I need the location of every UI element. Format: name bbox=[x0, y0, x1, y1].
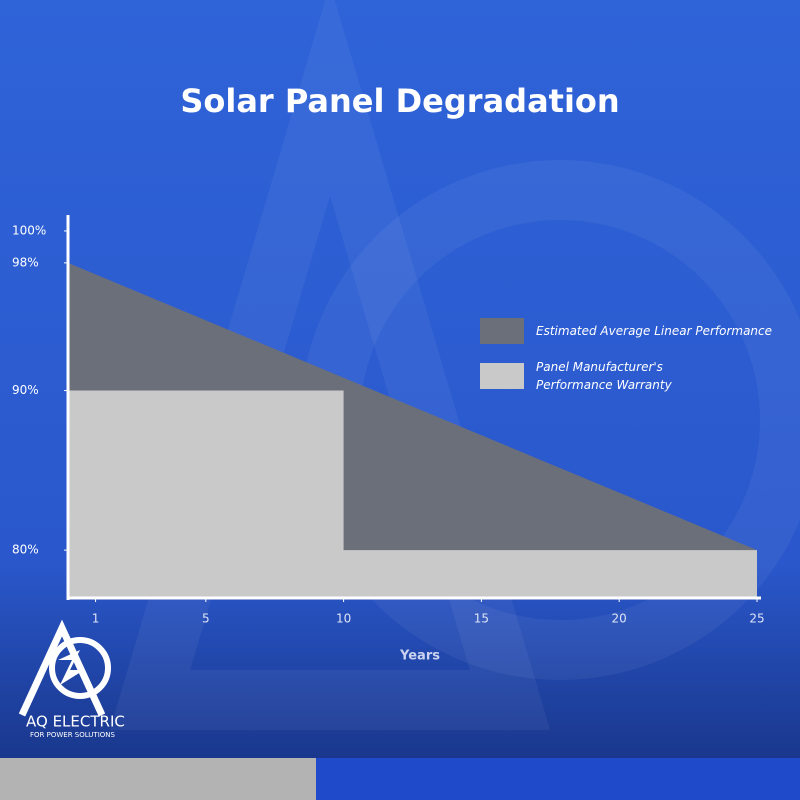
y-tick-label: 98% bbox=[12, 255, 39, 269]
x-axis-label: Years bbox=[399, 649, 440, 664]
legend-label: Estimated Average Linear Performance bbox=[536, 324, 773, 338]
legend-item: Panel Manufacturer's Performance Warrant… bbox=[480, 358, 772, 394]
y-tick-label: 80% bbox=[12, 543, 39, 557]
x-tick-label: 5 bbox=[202, 612, 210, 626]
x-tick-label: 1 bbox=[92, 612, 100, 626]
footer-bar bbox=[316, 758, 800, 800]
x-tick-label: 20 bbox=[612, 612, 627, 626]
logo-tagline: FOR POWER SOLUTIONS bbox=[30, 731, 116, 739]
chart-title: Solar Panel Degradation bbox=[180, 82, 619, 120]
area bbox=[68, 390, 757, 598]
y-tick-label: 90% bbox=[12, 383, 39, 397]
footer-bar bbox=[0, 758, 316, 800]
legend-swatch bbox=[480, 363, 524, 389]
logo-mark bbox=[49, 637, 111, 699]
x-tick-label: 25 bbox=[749, 612, 764, 626]
logo-mark bbox=[18, 619, 106, 717]
logo-bolt bbox=[58, 650, 84, 685]
logo-name: AQ ELECTRIC bbox=[26, 713, 125, 731]
logo: AQ ELECTRIC FOR POWER SOLUTIONS bbox=[18, 619, 125, 739]
x-tick-label: 15 bbox=[474, 612, 489, 626]
legend-swatch bbox=[480, 318, 524, 344]
legend-label: Panel Manufacturer's Performance Warrant… bbox=[536, 360, 672, 392]
y-tick-label: 100% bbox=[12, 223, 46, 237]
legend-item: Estimated Average Linear Performance bbox=[480, 318, 772, 344]
plot-area: 100%98%90%80%1 5 10 15 20 25 bbox=[12, 215, 765, 626]
x-tick-label: 10 bbox=[336, 612, 351, 626]
legend: Estimated Average Linear Performance Pane… bbox=[480, 318, 772, 408]
